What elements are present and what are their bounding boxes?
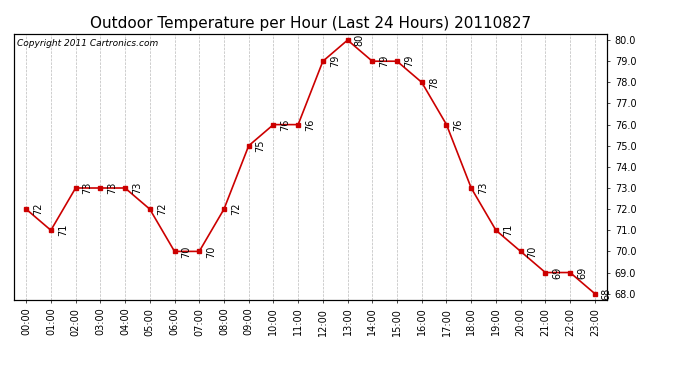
Text: 76: 76 xyxy=(453,118,464,131)
Text: 70: 70 xyxy=(181,245,191,258)
Text: 79: 79 xyxy=(330,55,339,68)
Text: 78: 78 xyxy=(428,76,439,88)
Text: 71: 71 xyxy=(503,224,513,237)
Text: 72: 72 xyxy=(33,203,43,215)
Text: 69: 69 xyxy=(577,266,587,279)
Text: 70: 70 xyxy=(528,245,538,258)
Text: 73: 73 xyxy=(83,182,92,194)
Text: 73: 73 xyxy=(478,182,488,194)
Text: 76: 76 xyxy=(305,118,315,131)
Text: 79: 79 xyxy=(404,55,414,68)
Text: 72: 72 xyxy=(231,203,241,215)
Text: 75: 75 xyxy=(255,140,266,152)
Text: 73: 73 xyxy=(132,182,142,194)
Text: 72: 72 xyxy=(157,203,167,215)
Title: Outdoor Temperature per Hour (Last 24 Hours) 20110827: Outdoor Temperature per Hour (Last 24 Ho… xyxy=(90,16,531,31)
Text: 71: 71 xyxy=(58,224,68,237)
Text: Copyright 2011 Cartronics.com: Copyright 2011 Cartronics.com xyxy=(17,39,158,48)
Text: 69: 69 xyxy=(552,266,562,279)
Text: 70: 70 xyxy=(206,245,216,258)
Text: 76: 76 xyxy=(280,118,290,131)
Text: 73: 73 xyxy=(107,182,117,194)
Text: 80: 80 xyxy=(355,34,364,46)
Text: 68: 68 xyxy=(602,288,612,300)
Text: 79: 79 xyxy=(380,55,389,68)
